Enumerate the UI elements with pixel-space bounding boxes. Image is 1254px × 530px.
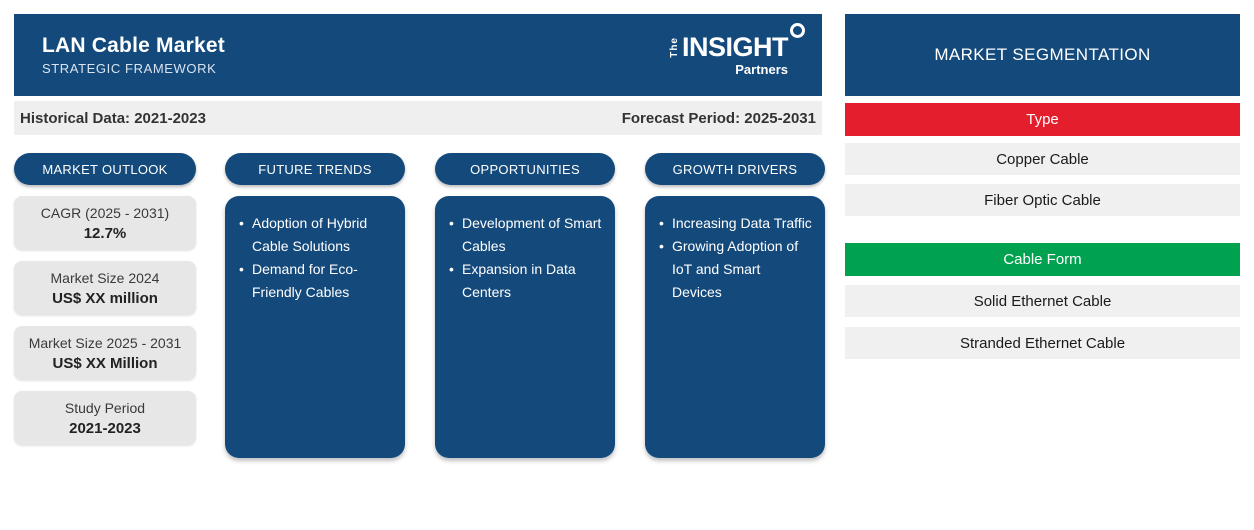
segment-item-copper-cable: Copper Cable (845, 143, 1240, 175)
magnifier-icon (790, 23, 805, 38)
cagr-value: 12.7% (83, 224, 127, 242)
market-size-2024-card: Market Size 2024 US$ XX million (14, 261, 196, 315)
study-period-card: Study Period 2021-2023 (14, 391, 196, 445)
market-size-2024-label: Market Size 2024 (50, 269, 160, 286)
segment-group-cable-form: Cable Form (845, 243, 1240, 276)
opportunities-box: Development of Smart Cables Expansion in… (435, 196, 615, 458)
market-size-2025-2031-value: US$ XX Million (52, 354, 158, 372)
opportunities-heading: OPPORTUNITIES (435, 153, 615, 185)
market-size-2025-2031-card: Market Size 2025 - 2031 US$ XX Million (14, 326, 196, 380)
segment-group-type: Type (845, 103, 1240, 136)
market-size-2025-2031-label: Market Size 2025 - 2031 (28, 334, 182, 351)
page-subtitle: STRATEGIC FRAMEWORK (42, 61, 217, 76)
logo-main: The INSIGHT (668, 23, 805, 62)
header-titles: LAN Cable Market STRATEGIC FRAMEWORK (42, 34, 225, 76)
forecast-period-label: Forecast Period: 2025-2031 (621, 109, 816, 127)
historical-data-label: Historical Data: 2021-2023 (20, 109, 206, 127)
logo-partners-text: Partners (735, 62, 788, 77)
market-outlook-heading: MARKET OUTLOOK (14, 153, 196, 185)
future-trends-box: Adoption of Hybrid Cable Solutions Deman… (225, 196, 405, 458)
logo-the-text: The (668, 37, 680, 58)
header: LAN Cable Market STRATEGIC FRAMEWORK The… (14, 14, 822, 96)
growth-drivers-list: Increasing Data Traffic Growing Adoption… (659, 212, 813, 304)
segment-item-solid-ethernet-cable: Solid Ethernet Cable (845, 285, 1240, 317)
list-item: Development of Smart Cables (449, 212, 603, 258)
market-size-2024-value: US$ XX million (52, 289, 158, 307)
cagr-label: CAGR (2025 - 2031) (40, 204, 170, 221)
growth-drivers-box: Increasing Data Traffic Growing Adoption… (645, 196, 825, 458)
opportunities-list: Development of Smart Cables Expansion in… (449, 212, 603, 304)
list-item: Increasing Data Traffic (659, 212, 813, 235)
logo-insight-text: INSIGHT (681, 32, 789, 62)
insight-partners-logo: The INSIGHT Partners (668, 23, 805, 77)
segment-item-stranded-ethernet-cable: Stranded Ethernet Cable (845, 327, 1240, 359)
future-trends-list: Adoption of Hybrid Cable Solutions Deman… (239, 212, 393, 304)
market-segmentation-title: MARKET SEGMENTATION (845, 14, 1240, 96)
future-trends-heading: FUTURE TRENDS (225, 153, 405, 185)
list-item: Growing Adoption of IoT and Smart Device… (659, 235, 813, 304)
growth-drivers-heading: GROWTH DRIVERS (645, 153, 825, 185)
study-period-value: 2021-2023 (69, 419, 141, 437)
list-item: Demand for Eco-Friendly Cables (239, 258, 393, 304)
segment-item-fiber-optic-cable: Fiber Optic Cable (845, 184, 1240, 216)
list-item: Adoption of Hybrid Cable Solutions (239, 212, 393, 258)
period-bar: Historical Data: 2021-2023 Forecast Peri… (14, 101, 822, 135)
study-period-label: Study Period (64, 399, 146, 416)
page-title: LAN Cable Market (42, 34, 225, 57)
list-item: Expansion in Data Centers (449, 258, 603, 304)
cagr-card: CAGR (2025 - 2031) 12.7% (14, 196, 196, 250)
